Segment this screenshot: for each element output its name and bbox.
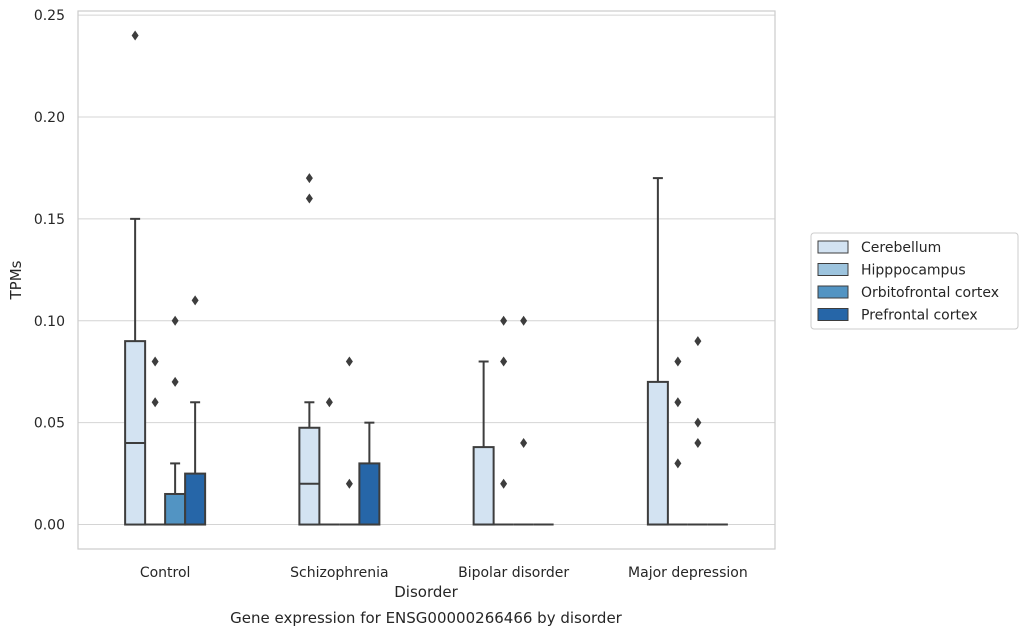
outlier-point	[151, 397, 159, 408]
box-group	[358, 421, 381, 526]
box-group	[472, 360, 495, 526]
y-axis-ticks: 0.00 0.05 0.10 0.15 0.20 0.25	[34, 8, 65, 533]
legend: Cerebellum Hipppocampus Orbitofrontal cort…	[810, 232, 1019, 330]
outlier-point	[500, 315, 508, 326]
legend-swatch	[817, 240, 849, 254]
y-tick-label: 0.15	[34, 212, 65, 228]
y-tick-label: 0.10	[34, 314, 65, 330]
outlier-point	[345, 478, 353, 489]
x-tick-label: Bipolar disorder	[458, 565, 569, 581]
box	[184, 472, 207, 526]
box-group	[339, 356, 360, 526]
outlier-point	[674, 356, 682, 367]
outlier-point	[500, 356, 508, 367]
outlier-point	[694, 336, 702, 347]
x-axis-ticks: Control Schizophrenia Bipolar disorder Majo…	[140, 565, 748, 581]
plot-area-border	[77, 10, 776, 550]
box	[358, 462, 381, 526]
legend-swatch	[817, 308, 849, 321]
box-group	[646, 177, 669, 526]
y-tick-label: 0.00	[34, 518, 65, 534]
outlier-point	[171, 376, 179, 387]
outlier-point	[520, 438, 528, 449]
outlier-point	[500, 478, 508, 489]
legend-label: Hipppocampus	[861, 263, 966, 279]
outlier-point	[191, 295, 199, 306]
outlier-point	[305, 173, 313, 184]
gridlines	[78, 14, 775, 526]
x-tick-label: Control	[140, 565, 191, 581]
y-tick-label: 0.25	[34, 8, 65, 24]
outlier-point	[131, 30, 139, 41]
box	[298, 426, 321, 526]
chart-caption: Gene expression for ENSG00000266466 by d…	[230, 609, 623, 627]
outlier-point	[694, 417, 702, 428]
outlier-point	[325, 397, 333, 408]
box	[646, 380, 669, 526]
box	[164, 492, 187, 526]
box	[124, 340, 147, 526]
x-tick-label: Major depression	[628, 565, 748, 581]
legend-frame	[810, 232, 1019, 330]
outlier-point	[171, 315, 179, 326]
box-group	[145, 356, 166, 526]
y-tick-label: 0.20	[34, 110, 65, 126]
box-group	[184, 295, 207, 526]
legend-label: Cerebellum	[861, 240, 941, 256]
box-group	[687, 336, 708, 526]
x-tick-label: Schizophrenia	[290, 565, 388, 581]
box-group	[298, 173, 321, 526]
legend-swatch	[817, 285, 849, 299]
outlier-point	[305, 193, 313, 204]
outlier-point	[520, 315, 528, 326]
legend-swatch	[817, 263, 849, 276]
box-group	[164, 315, 187, 526]
box-group	[667, 356, 688, 526]
outlier-point	[674, 397, 682, 408]
box-group	[493, 315, 514, 526]
y-tick-label: 0.05	[34, 416, 65, 432]
legend-label: Orbitofrontal cortex	[861, 285, 999, 301]
outlier-point	[345, 356, 353, 367]
box-group	[124, 30, 147, 526]
y-axis-title: TPMs	[7, 260, 25, 300]
x-axis-title: Disorder	[394, 583, 458, 601]
legend-label: Prefrontal cortex	[861, 308, 978, 324]
box-group	[319, 397, 340, 526]
box	[472, 446, 495, 526]
box-plots	[124, 30, 728, 526]
outlier-point	[151, 356, 159, 367]
outlier-point	[674, 458, 682, 469]
outlier-point	[694, 438, 702, 449]
box-group	[513, 315, 534, 526]
